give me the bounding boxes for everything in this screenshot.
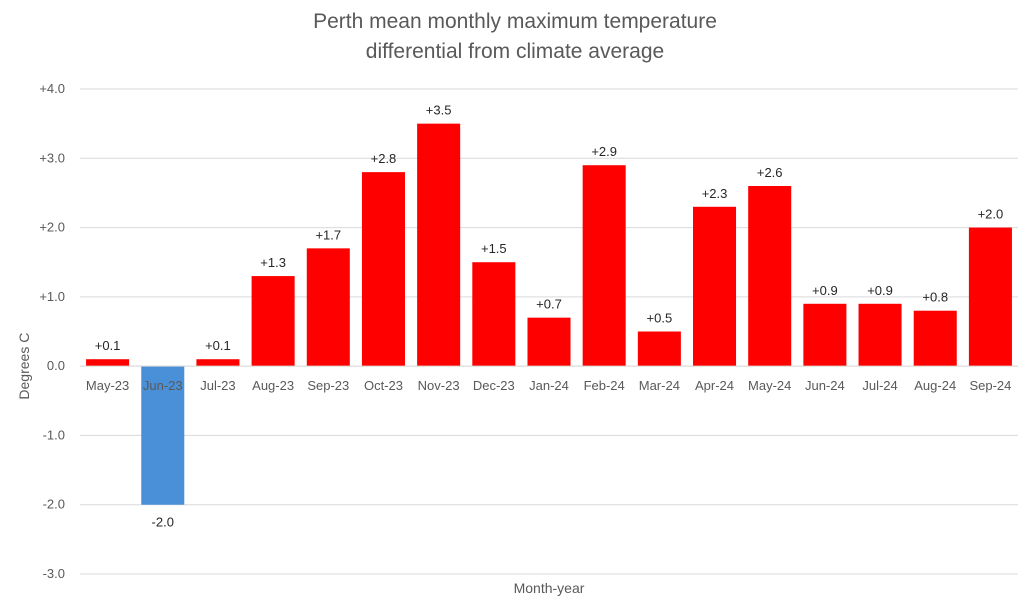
bar [417, 123, 461, 367]
y-tick-label: 0.0 [47, 358, 65, 373]
data-label: +2.3 [702, 186, 728, 201]
x-tick-label: Mar-24 [639, 378, 680, 393]
bar [527, 317, 571, 367]
chart-title-line-2: differential from climate average [365, 40, 665, 63]
bar [913, 310, 957, 367]
data-label: -2.0 [152, 515, 174, 530]
data-label: +0.5 [647, 311, 673, 326]
data-label: +1.7 [315, 227, 341, 242]
x-tick-label: Jul-24 [862, 378, 897, 393]
bar [196, 359, 240, 367]
data-label: +0.1 [205, 338, 231, 353]
data-label: +0.1 [95, 338, 121, 353]
bar [858, 303, 902, 367]
x-tick-label: Jun-24 [805, 378, 845, 393]
x-tick-label: Jun-23 [143, 378, 183, 393]
x-tick-label: Aug-24 [914, 378, 956, 393]
bar [251, 276, 295, 367]
bar [141, 366, 185, 505]
data-label: +0.9 [867, 283, 893, 298]
data-label: +1.5 [481, 241, 507, 256]
bar [968, 227, 1012, 367]
data-label: +1.3 [260, 255, 286, 270]
bar [637, 331, 681, 367]
bar [803, 303, 847, 367]
x-tick-label: Apr-24 [695, 378, 734, 393]
data-label: +2.0 [978, 207, 1004, 222]
y-tick-label: +4.0 [39, 81, 65, 96]
x-tick-label: Jul-23 [200, 378, 235, 393]
bar [748, 186, 792, 367]
y-tick-label: +2.0 [39, 220, 65, 235]
data-label: +2.6 [757, 165, 783, 180]
data-label: +0.9 [812, 283, 838, 298]
bar [306, 248, 350, 367]
bar [472, 262, 516, 367]
x-tick-label: Feb-24 [584, 378, 625, 393]
data-label: +0.8 [922, 290, 948, 305]
x-tick-label: Sep-23 [307, 378, 349, 393]
bar [693, 206, 737, 367]
y-tick-label: +1.0 [39, 289, 65, 304]
y-tick-label: -1.0 [43, 427, 65, 442]
data-label: +0.7 [536, 297, 562, 312]
x-tick-label: Nov-23 [418, 378, 460, 393]
chart-title-line-1: Perth mean monthly maximum temperature [313, 10, 717, 33]
bar [361, 172, 405, 367]
y-tick-label: -3.0 [43, 566, 65, 581]
data-label: +2.9 [591, 144, 617, 159]
x-tick-label: May-24 [748, 378, 791, 393]
bar [582, 165, 626, 367]
x-tick-label: Oct-23 [364, 378, 403, 393]
y-tick-label: -2.0 [43, 497, 65, 512]
x-tick-label: Aug-23 [252, 378, 294, 393]
x-tick-label: Sep-24 [969, 378, 1011, 393]
x-axis-title: Month-year [514, 580, 585, 596]
y-tick-label: +3.0 [39, 150, 65, 165]
x-tick-label: May-23 [86, 378, 129, 393]
data-label: +2.8 [371, 151, 397, 166]
x-tick-label: Dec-23 [473, 378, 515, 393]
bar [86, 359, 130, 367]
x-tick-label: Jan-24 [529, 378, 569, 393]
data-label: +3.5 [426, 103, 452, 118]
y-axis-title: Degrees C [16, 333, 32, 400]
